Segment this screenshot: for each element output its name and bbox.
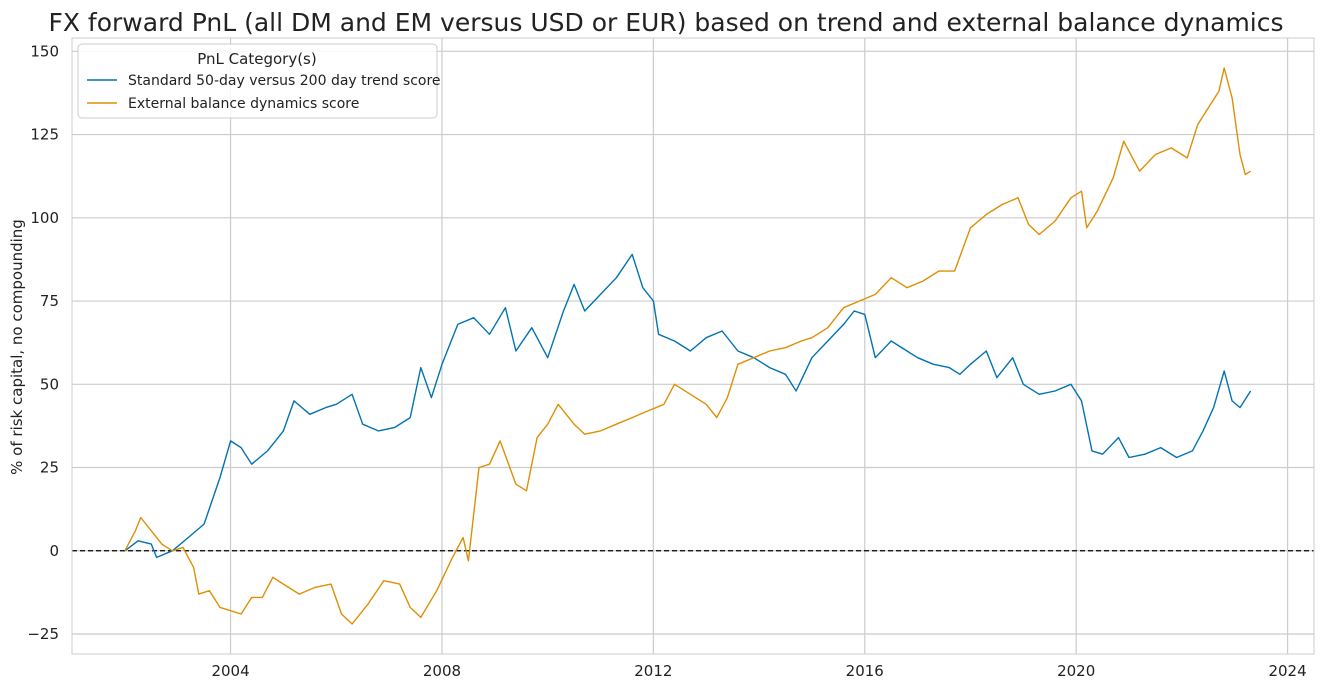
x-tick-label: 2012 <box>634 662 672 680</box>
y-tick-label: 150 <box>30 42 59 60</box>
x-tick-label: 2008 <box>423 662 461 680</box>
plot-frame <box>71 37 1315 655</box>
y-tick-label: 125 <box>30 126 59 144</box>
legend-label-trend: Standard 50-day versus 200 day trend sco… <box>128 73 441 89</box>
grid <box>72 38 1314 654</box>
y-tick-label: 50 <box>40 375 59 393</box>
x-tick-label: 2016 <box>846 662 884 680</box>
x-tick-label: 2020 <box>1057 662 1095 680</box>
x-tick-label: 2024 <box>1268 662 1306 680</box>
series-layer <box>124 67 1252 625</box>
y-tick-label: 25 <box>40 459 59 477</box>
legend-label-external-balance: External balance dynamics score <box>128 96 359 112</box>
legend-title: PnL Category(s) <box>197 50 316 68</box>
y-tick-label: −25 <box>27 625 59 643</box>
legend: PnL Category(s) Standard 50-day versus 2… <box>77 43 441 119</box>
y-tick-label: 100 <box>30 209 59 227</box>
tick-labels: 2004 2008 2012 2016 2020 2024 −25 0 25 50 75 100 125… <box>27 42 1306 680</box>
y-tick-label: 0 <box>49 542 59 560</box>
legend-box <box>77 43 438 119</box>
chart-title: FX forward PnL (all DM and EM versus USD… <box>48 8 1283 37</box>
y-tick-label: 75 <box>40 292 59 310</box>
x-tick-label: 2004 <box>211 662 249 680</box>
series-line-external-balance-score <box>124 67 1251 625</box>
y-axis-label: % of risk capital, no compounding <box>8 219 26 475</box>
series-line-trend-score <box>124 253 1252 559</box>
